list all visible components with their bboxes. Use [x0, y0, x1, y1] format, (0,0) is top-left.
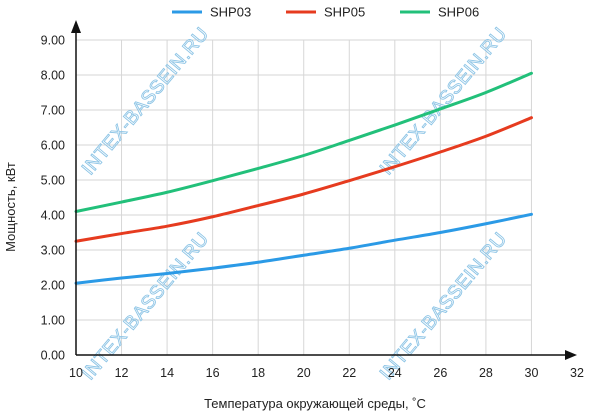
x-tick-label: 32 [570, 366, 584, 380]
y-axis-arrow [71, 20, 81, 33]
y-tick-label: 1.00 [41, 314, 65, 328]
series-line-shp06 [74, 71, 533, 213]
y-tick-label: 9.00 [41, 34, 65, 48]
x-tick-label: 14 [160, 366, 174, 380]
x-tick-label: 12 [115, 366, 129, 380]
x-tick-label: 16 [206, 366, 220, 380]
watermarks: INTEX-BASSEIN.RU INTEX-BASSEIN.RU INTEX-BA… [78, 23, 512, 385]
y-tick-label: 6.00 [41, 139, 65, 153]
series-line-shp05 [74, 116, 533, 243]
y-tick-label: 4.00 [41, 209, 65, 223]
y-tick-label: 5.00 [41, 174, 65, 188]
x-tick-label: 26 [433, 366, 447, 380]
grid [76, 39, 532, 355]
y-tick-label: 0.00 [41, 349, 65, 363]
watermark-text: INTEX-BASSEIN.RU [376, 229, 511, 385]
watermark-text: INTEX-BASSEIN.RU [376, 24, 511, 180]
legend-label-shp05: SHP05 [324, 5, 365, 20]
x-axis-label: Температура окружающей среды, ˚C [204, 396, 426, 411]
tick-labels: 0.00 1.00 2.00 3.00 4.00 5.00 6.00 7.00 8.00 9.00… [41, 34, 584, 381]
axes [71, 20, 577, 360]
x-tick-label: 28 [479, 366, 493, 380]
legend-label-shp06: SHP06 [438, 5, 479, 20]
y-tick-label: 7.00 [41, 104, 65, 118]
legend: SHP03 SHP05 SHP06 [172, 5, 479, 20]
x-tick-label: 18 [251, 366, 265, 380]
x-axis-arrow [565, 350, 577, 360]
series-line-shp03 [74, 212, 533, 285]
watermark-text: INTEX-BASSEIN.RU [78, 24, 213, 180]
x-tick-label: 20 [297, 366, 311, 380]
watermark-text: INTEX-BASSEIN.RU [78, 229, 213, 385]
x-tick-label: 22 [342, 366, 356, 380]
y-tick-label: 2.00 [41, 279, 65, 293]
x-tick-label: 10 [69, 366, 83, 380]
series-lines [74, 71, 533, 285]
legend-label-shp03: SHP03 [210, 5, 251, 20]
x-tick-label: 30 [525, 366, 539, 380]
y-axis-label: Мощность, кВт [3, 162, 18, 252]
y-tick-label: 8.00 [41, 69, 65, 83]
x-tick-label: 24 [388, 366, 402, 380]
y-tick-label: 3.00 [41, 244, 65, 258]
